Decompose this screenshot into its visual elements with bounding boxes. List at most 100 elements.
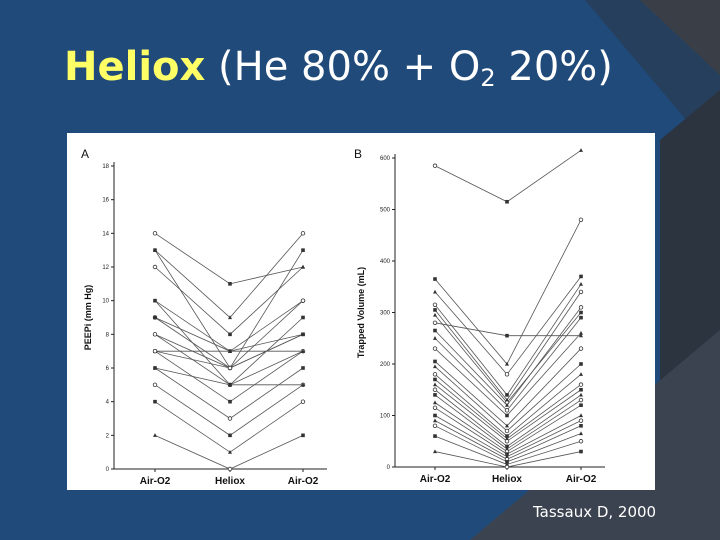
series-line-a-14: [154, 367, 304, 419]
data-point-b-17-0: [433, 400, 437, 405]
y-axis-label-b: Trapped Volume (mL): [356, 267, 366, 358]
data-point-b-14-2: [579, 387, 583, 392]
data-point-b-12-2: [579, 372, 583, 376]
data-point-b-10-1: [505, 423, 509, 428]
figure-panel: A 0 2 4 6 8 10 12 14 16 18 PEEPi (mm Hg) Air-O2 Helio…: [67, 133, 655, 490]
data-point-b-9-0: [432, 346, 438, 351]
data-point-a-3-2: [301, 264, 305, 269]
y-axis-label-a: PEEPi (mm Hg): [83, 285, 93, 351]
data-point-b-10-0: [433, 359, 437, 364]
data-point-b-6-1: [505, 333, 509, 338]
data-point-a-14-1: [227, 416, 233, 421]
series-line-a-5: [154, 300, 304, 386]
data-point-b-2-1: [504, 372, 510, 377]
x-category-label-b-2: Air-O2: [566, 474, 597, 485]
data-point-b-7-2: [578, 305, 584, 310]
data-point-a-2-0: [153, 247, 157, 252]
series-line-a-16: [154, 401, 304, 453]
title-subscript: 2: [480, 64, 496, 92]
data-point-a-3-0: [152, 264, 158, 270]
data-point-b-10-2: [578, 346, 584, 351]
data-point-a-0-1: [228, 282, 232, 286]
data-point-b-2-0: [433, 289, 437, 294]
x-category-label-a-0: Air-O2: [140, 476, 171, 487]
data-point-a-16-0: [153, 399, 157, 404]
data-point-b-7-0: [433, 328, 437, 333]
data-point-a-17-1: [227, 466, 233, 472]
data-point-a-7-2: [300, 298, 306, 303]
chart-figure: A 0 2 4 6 8 10 12 14 16 18 PEEPi (mm Hg) Air-O2 Helio…: [81, 147, 605, 487]
data-point-b-19-2: [578, 418, 584, 423]
series-line-a-15: [154, 384, 304, 436]
data-point-a-11-2: [301, 332, 305, 337]
data-point-b-17-2: [579, 403, 583, 407]
data-point-a-10-1: [228, 348, 232, 353]
data-point-b-21-1: [505, 460, 509, 464]
data-point-b-14-1: [504, 439, 510, 444]
data-point-b-15-1: [505, 444, 509, 449]
y-tick-label-b-3: 300: [380, 311, 391, 317]
series-line-b-7: [434, 307, 582, 406]
panel-label-b: B: [354, 147, 362, 161]
data-point-b-1-2: [578, 217, 584, 222]
x-category-label-b-0: Air-O2: [420, 474, 451, 485]
data-point-a-1-2: [300, 231, 306, 236]
y-tick-label-a-3: 6: [106, 366, 110, 372]
data-point-b-4-0: [433, 308, 437, 312]
series-line-a-12: [154, 350, 304, 403]
x-category-label-b-1: Heliox: [492, 474, 522, 485]
series-line-b-0: [434, 149, 582, 203]
data-point-b-5-0: [433, 312, 437, 317]
data-point-b-13-0: [433, 377, 437, 382]
data-point-b-1-1: [505, 361, 509, 366]
data-point-a-9-0: [152, 332, 158, 337]
series-line-b-1: [434, 219, 582, 365]
data-point-a-11-1: [227, 365, 233, 371]
y-tick-label-b-5: 500: [380, 208, 391, 214]
data-point-b-8-0: [433, 336, 437, 340]
data-point-b-1-0: [433, 277, 437, 281]
y-tick-label-b-1: 100: [380, 414, 391, 420]
data-point-a-1-1: [228, 315, 232, 320]
data-point-b-15-2: [579, 392, 583, 397]
panel-label-a: A: [81, 147, 89, 161]
data-point-a-12-2: [301, 348, 305, 353]
data-point-b-9-2: [579, 330, 583, 335]
y-tick-label-a-8: 16: [102, 198, 109, 204]
data-point-b-19-0: [433, 413, 437, 418]
data-point-a-5-0: [153, 298, 157, 303]
data-point-b-0-0: [432, 163, 438, 168]
series-line-a-3: [154, 266, 304, 335]
data-point-b-12-0: [432, 372, 438, 377]
data-point-a-7-0: [153, 315, 157, 320]
data-point-b-6-2: [579, 333, 583, 338]
y-tick-label-a-0: 0: [106, 467, 110, 473]
y-tick-label-a-6: 12: [102, 265, 109, 271]
data-point-b-18-0: [432, 405, 438, 410]
citation: Tassaux D, 2000: [533, 503, 657, 521]
data-point-a-2-2: [301, 248, 305, 252]
x-category-label-a-2: Air-O2: [288, 476, 319, 487]
data-point-b-4-2: [578, 289, 584, 295]
y-tick-label-a-4: 8: [106, 332, 110, 338]
data-point-a-15-0: [152, 382, 158, 388]
data-point-b-5-2: [579, 310, 583, 315]
data-point-a-16-1: [228, 449, 232, 454]
data-point-b-3-1: [505, 393, 509, 397]
data-point-b-23-1: [504, 464, 510, 470]
x-category-label-a-1: Heliox: [215, 476, 245, 487]
series-line-a-9: [154, 334, 304, 386]
data-point-b-23-2: [579, 449, 583, 454]
data-point-b-20-0: [433, 418, 437, 423]
data-point-a-12-0: [152, 348, 158, 354]
title-main: Heliox: [64, 44, 206, 90]
data-point-b-18-2: [579, 413, 583, 418]
data-point-b-11-1: [504, 428, 510, 434]
data-point-b-22-2: [578, 439, 584, 444]
data-point-b-0-2: [579, 148, 583, 152]
data-point-b-21-2: [579, 431, 583, 436]
data-point-b-16-2: [578, 397, 584, 403]
corner-band-inner: [640, 0, 720, 75]
series-line-a-13: [154, 367, 303, 386]
data-point-b-11-2: [579, 362, 583, 366]
